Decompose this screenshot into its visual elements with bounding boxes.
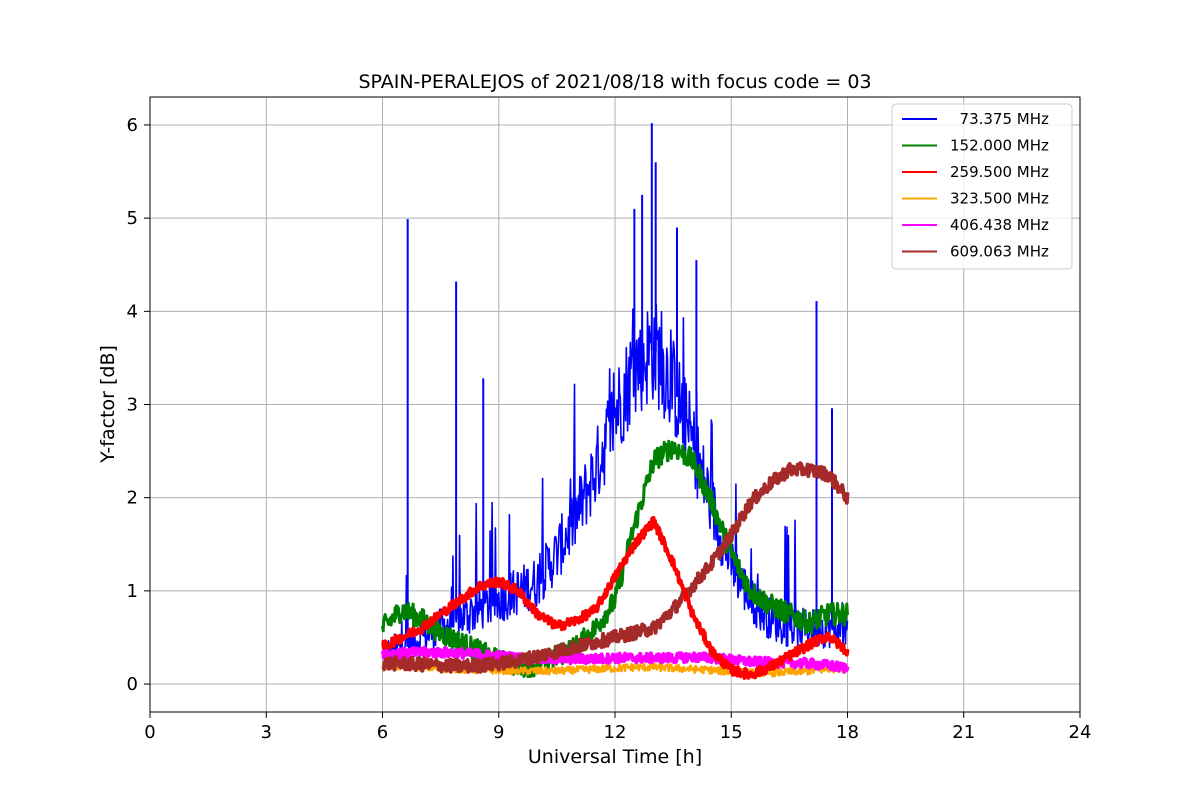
legend: 73.375 MHz 152.000 MHz 259.500 MHz 323.500 … <box>891 103 1073 270</box>
series-line <box>381 461 850 674</box>
y-tick-label: 6 <box>127 115 138 136</box>
grid <box>149 97 1081 712</box>
x-tick-label: 18 <box>836 722 859 743</box>
x-tick-label: 3 <box>261 722 272 743</box>
y-tick-label: 3 <box>127 395 138 416</box>
legend-label: 609.063 MHz <box>950 243 1049 261</box>
legend-label: 152.000 MHz <box>950 137 1049 155</box>
x-tick-label: 6 <box>377 722 388 743</box>
y-tick-label: 2 <box>127 488 138 509</box>
y-tick-label: 4 <box>127 301 138 322</box>
x-tick-label: 0 <box>144 722 155 743</box>
x-axis-label: Universal Time [h] <box>528 746 702 768</box>
series-layer <box>380 123 850 680</box>
y-tick-label: 0 <box>127 674 138 695</box>
legend-label: 73.375 MHz <box>950 110 1049 128</box>
x-tick-label: 21 <box>952 722 975 743</box>
y-tick-label: 1 <box>127 581 138 602</box>
series-line <box>381 515 850 680</box>
legend-label: 406.438 MHz <box>950 216 1049 234</box>
x-tick-label: 9 <box>493 722 504 743</box>
y-tick-label: 5 <box>127 208 138 229</box>
series-line <box>381 439 849 679</box>
legend-label: 323.500 MHz <box>950 190 1049 208</box>
x-tick-label: 15 <box>720 722 743 743</box>
y-axis-label: Y-factor [dB] <box>97 345 119 464</box>
x-tick-label: 12 <box>604 722 627 743</box>
chart-title: SPAIN-PERALEJOS of 2021/08/18 with focus… <box>358 71 871 93</box>
x-tick-label: 24 <box>1069 722 1092 743</box>
legend-label: 259.500 MHz <box>950 163 1049 181</box>
